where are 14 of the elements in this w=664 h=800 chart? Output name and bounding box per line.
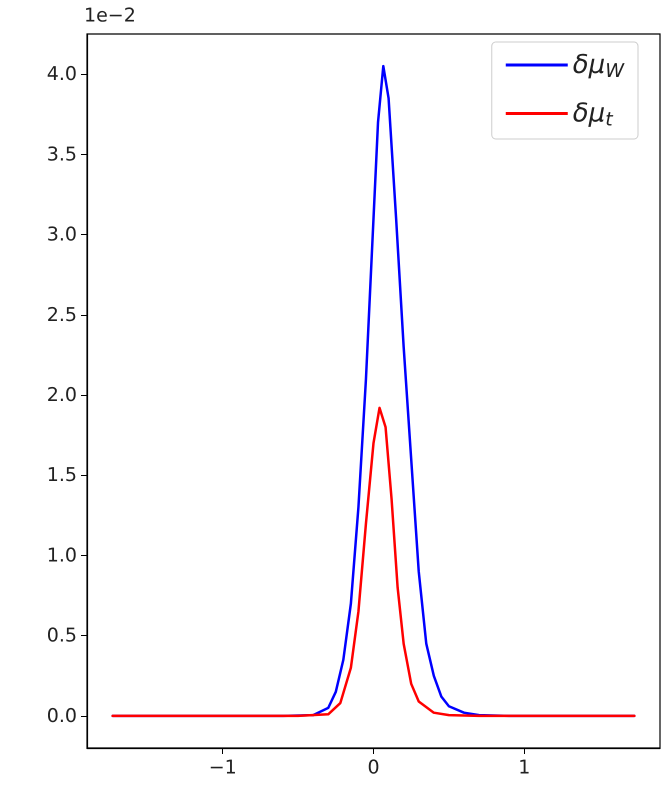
text: 1e−2 <box>84 4 136 26</box>
x-tick-label: 0 <box>367 756 380 778</box>
y-tick-label: 3.5 <box>46 143 77 166</box>
line-series <box>111 406 636 718</box>
y-tick-label: 0.0 <box>46 704 77 727</box>
y-tick-label: 4.0 <box>46 63 77 86</box>
y-tick-label: 2.0 <box>46 384 77 406</box>
y-tick-label: 1.0 <box>46 544 77 566</box>
y-tick-label: 0.5 <box>46 624 77 647</box>
y-tick-label: 2.5 <box>46 304 77 326</box>
x-tick-label: −1 <box>208 756 237 778</box>
y-tick-label: 3.0 <box>46 224 77 246</box>
y-tick-label: 1.5 <box>46 464 77 486</box>
x-tick-label: 1 <box>518 756 530 778</box>
